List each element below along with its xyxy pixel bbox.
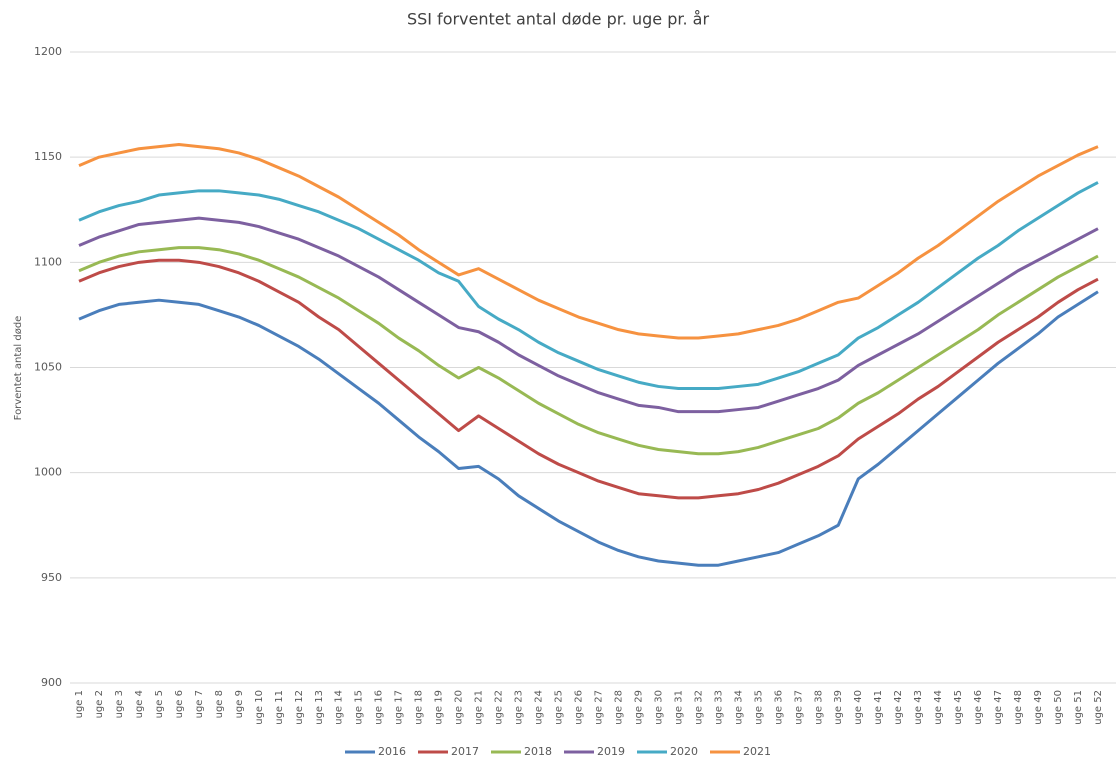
x-tick-label: uge 1: [74, 690, 85, 718]
x-tick-label: uge 20: [454, 690, 465, 725]
y-axis-label: Forventet antal døde: [13, 316, 24, 421]
y-tick-label: 1150: [34, 150, 62, 163]
series-line: [78, 216, 1099, 414]
x-tick-label: uge 27: [593, 690, 604, 725]
x-tick-label: uge 35: [753, 690, 764, 725]
x-tick-label: uge 34: [733, 690, 744, 725]
x-tick-label: uge 40: [853, 690, 864, 725]
x-tick-label: uge 5: [154, 690, 165, 718]
x-tick-label: uge 46: [973, 690, 984, 725]
x-tick-label: uge 33: [713, 690, 724, 725]
x-tick-label: uge 2: [94, 690, 105, 718]
x-tick-label: uge 43: [913, 690, 924, 725]
x-tick-label: uge 26: [574, 690, 585, 725]
legend-label: 2020: [670, 745, 698, 758]
y-tick-label: 900: [41, 676, 62, 689]
x-tick-label: uge 31: [673, 690, 684, 725]
x-tick-label: uge 39: [833, 690, 844, 725]
series-line: [78, 181, 1099, 391]
x-tick-label: uge 9: [234, 690, 245, 718]
x-tick-label: uge 44: [933, 690, 944, 725]
x-tick-label: uge 47: [993, 690, 1004, 725]
legend-label: 2019: [597, 745, 625, 758]
series-line: [78, 143, 1099, 340]
x-tick-label: uge 29: [633, 690, 644, 725]
x-tick-label: uge 28: [613, 690, 624, 725]
x-tick-label: uge 21: [474, 690, 485, 725]
x-tick-label: uge 38: [813, 690, 824, 725]
y-tick-label: 1050: [34, 361, 62, 374]
x-tick-label: uge 24: [534, 690, 545, 725]
x-tick-label: uge 12: [294, 690, 305, 725]
series-line: [78, 290, 1099, 567]
x-tick-label: uge 51: [1073, 690, 1084, 725]
x-tick-label: uge 6: [174, 690, 185, 718]
chart-title: SSI forventet antal døde pr. uge pr. år: [407, 10, 710, 29]
x-tick-label: uge 3: [114, 690, 125, 718]
x-tick-label: uge 49: [1033, 690, 1044, 725]
legend-label: 2021: [743, 745, 771, 758]
x-tick-label: uge 11: [274, 690, 285, 725]
x-tick-label: uge 17: [394, 690, 405, 725]
x-tick-label: uge 16: [374, 690, 385, 725]
y-tick-label: 1200: [34, 45, 62, 58]
x-tick-label: uge 37: [793, 690, 804, 725]
x-tick-label: uge 52: [1093, 690, 1104, 725]
x-tick-label: uge 42: [893, 690, 904, 725]
x-tick-label: uge 8: [214, 690, 225, 718]
legend-label: 2016: [378, 745, 406, 758]
x-tick-label: uge 25: [554, 690, 565, 725]
y-tick-label: 1000: [34, 466, 62, 479]
y-tick-label: 950: [41, 571, 62, 584]
x-tick-label: uge 4: [134, 690, 145, 718]
x-tick-label: uge 10: [254, 690, 265, 725]
x-tick-label: uge 15: [354, 690, 365, 725]
x-tick-label: uge 19: [434, 690, 445, 725]
x-tick-label: uge 23: [514, 690, 525, 725]
x-tick-label: uge 18: [414, 690, 425, 725]
x-tick-label: uge 14: [334, 690, 345, 725]
y-tick-label: 1100: [34, 255, 62, 268]
series-line: [78, 246, 1099, 456]
x-tick-label: uge 50: [1053, 690, 1064, 725]
x-tick-label: uge 32: [693, 690, 704, 725]
x-tick-label: uge 22: [494, 690, 505, 725]
legend-label: 2018: [524, 745, 552, 758]
x-tick-label: uge 30: [653, 690, 664, 725]
x-tick-label: uge 41: [873, 690, 884, 725]
series-line: [78, 258, 1099, 500]
x-tick-label: uge 45: [953, 690, 964, 725]
x-tick-label: uge 13: [314, 690, 325, 725]
x-tick-label: uge 48: [1013, 690, 1024, 725]
x-tick-label: uge 36: [773, 690, 784, 725]
legend-label: 2017: [451, 745, 479, 758]
x-tick-label: uge 7: [194, 690, 205, 718]
